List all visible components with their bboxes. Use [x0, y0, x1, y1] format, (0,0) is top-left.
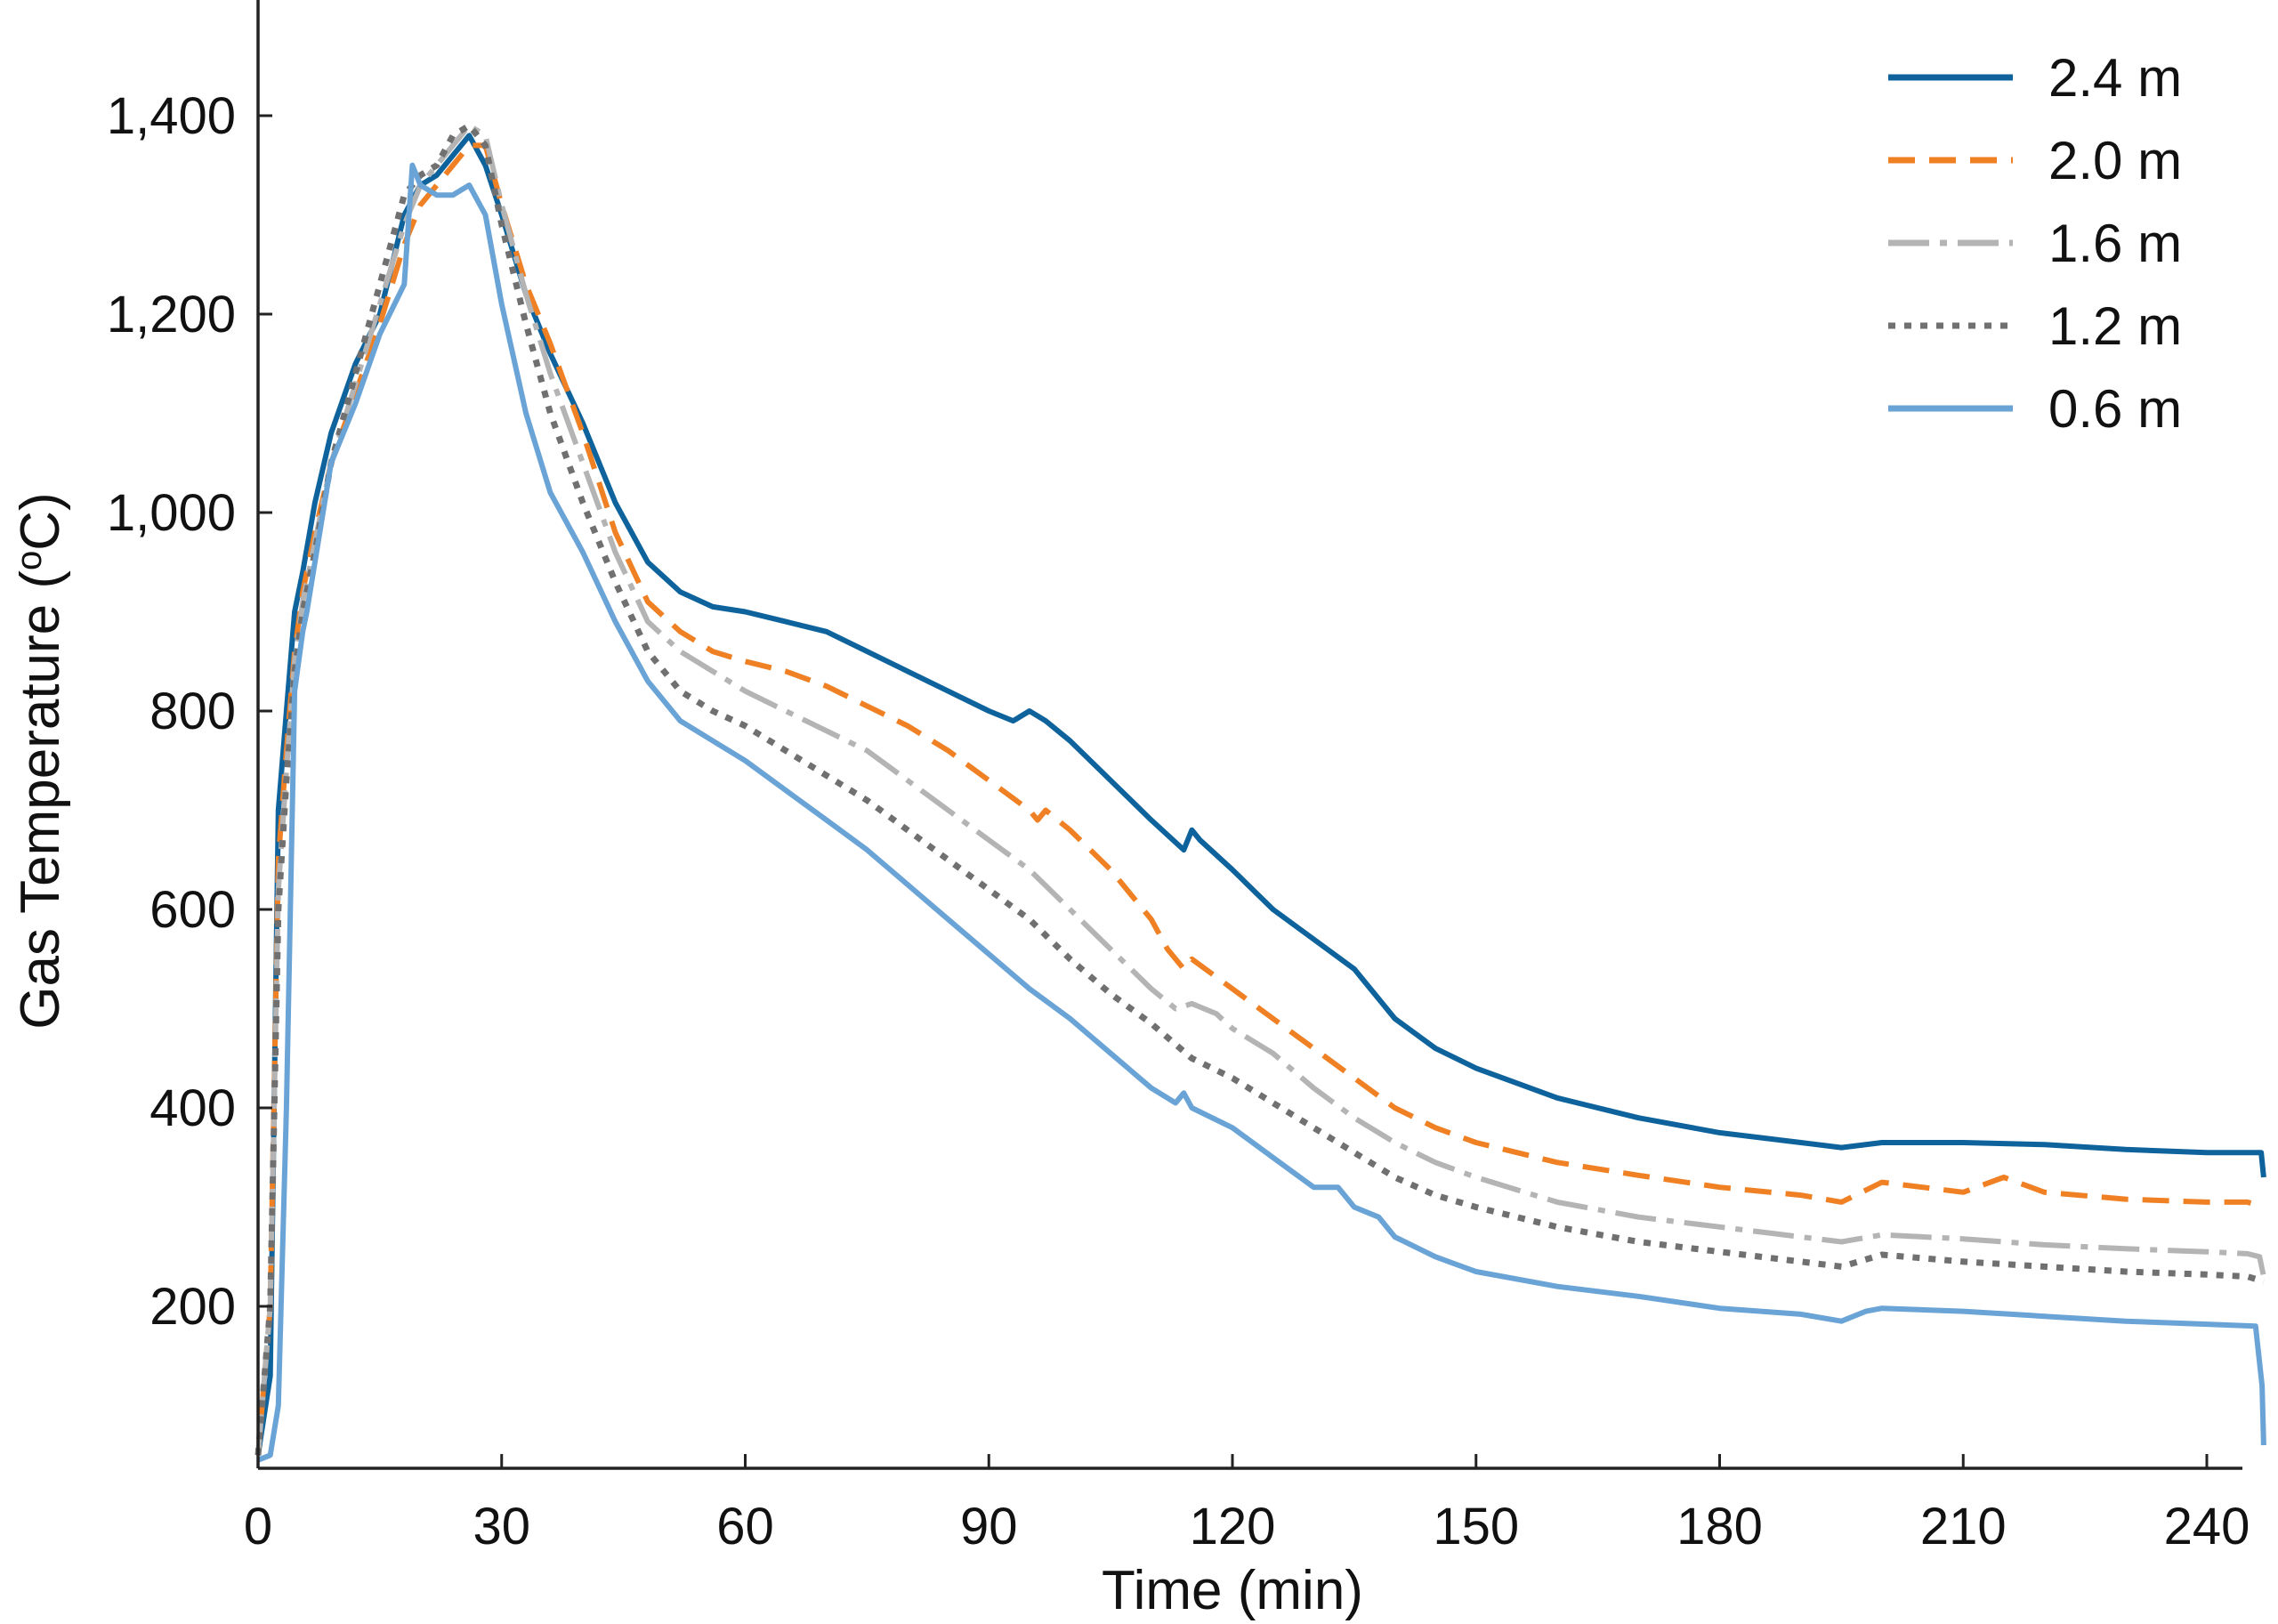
legend-label: 1.2 m	[2048, 296, 2182, 356]
axes-layer	[256, 0, 2242, 1470]
x-tick-label: 60	[716, 1498, 774, 1555]
series-line-3	[254, 122, 2265, 1456]
y-tick-label: 1,200	[107, 286, 236, 343]
y-tick-label: 1,000	[107, 484, 236, 542]
x-tick-label: 30	[473, 1498, 530, 1555]
x-tick-label: 210	[1920, 1498, 2007, 1555]
series-line-1	[255, 142, 2265, 1456]
series-line-0	[255, 133, 2266, 1456]
legend-label: 1.6 m	[2048, 214, 2182, 273]
x-tick-label: 90	[960, 1498, 1018, 1555]
series-layer	[254, 122, 2266, 1463]
y-tick-label: 800	[149, 683, 236, 740]
x-ticks: 0 30 60 90 120 150 180 210 240	[244, 1454, 2250, 1555]
y-axis-title-main: Gas Temperature (	[10, 570, 71, 1030]
y-axis-title-tail: C)	[10, 492, 71, 550]
legend: 2.4 m 2.0 m 1.6 m 1.2 m 0.6 m	[1888, 48, 2182, 439]
legend-label: 0.6 m	[2048, 379, 2182, 439]
x-tick-label: 120	[1190, 1498, 1276, 1555]
y-tick-label: 1,400	[107, 87, 236, 145]
y-tick-label: 600	[149, 881, 236, 939]
y-ticks: 200 400 600 800 1,000 1,200 1,400	[107, 87, 272, 1336]
series-line-2	[255, 123, 2266, 1456]
y-axis-title: Gas Temperature (oC)	[10, 492, 71, 1029]
legend-label: 2.0 m	[2048, 131, 2182, 190]
x-tick-label: 180	[1676, 1498, 1763, 1555]
y-tick-label: 400	[149, 1079, 236, 1137]
legend-label: 2.4 m	[2048, 48, 2182, 108]
series-line-4	[256, 162, 2266, 1463]
y-axis-title-sup: o	[10, 551, 49, 570]
x-axis-title: Time (min)	[1102, 1560, 1363, 1621]
x-tick-label: 0	[244, 1498, 272, 1555]
y-tick-label: 200	[149, 1278, 236, 1336]
x-tick-label: 240	[2164, 1498, 2250, 1555]
x-tick-label: 150	[1433, 1498, 1519, 1555]
